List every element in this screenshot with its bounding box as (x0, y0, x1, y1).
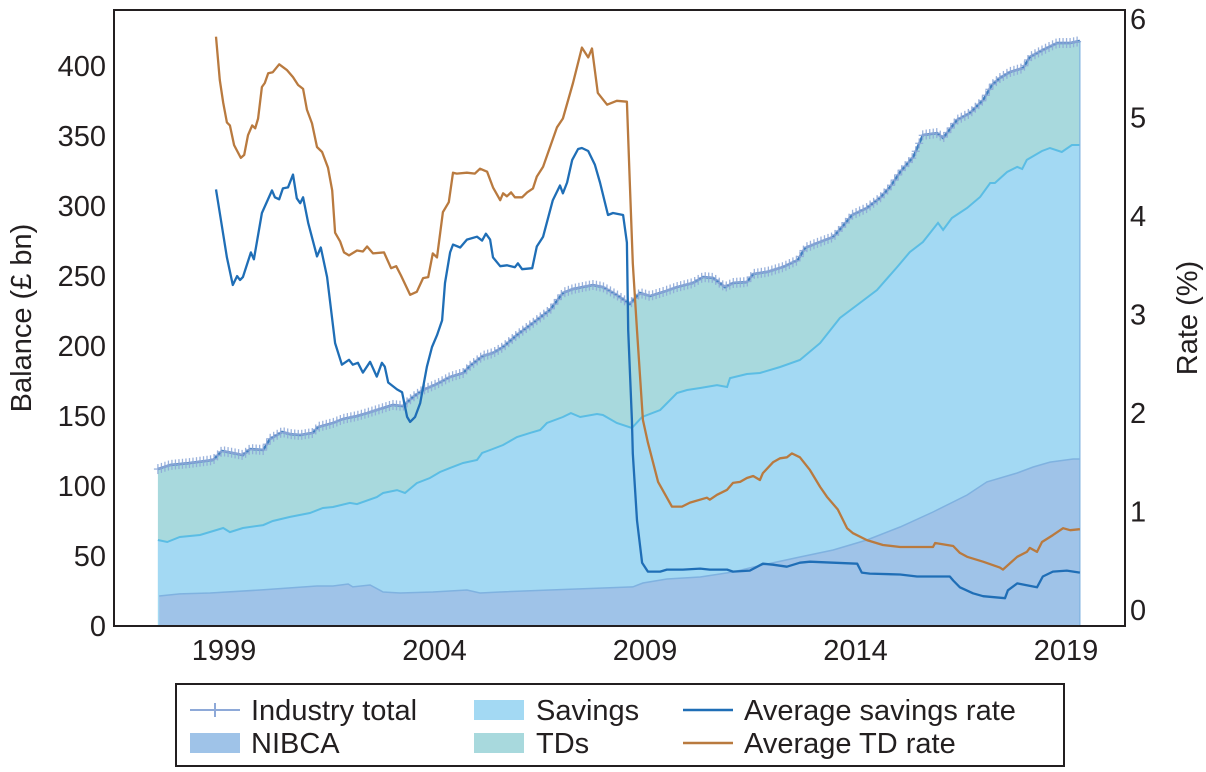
legend-patch-savings (474, 700, 524, 720)
nibca-area (159, 459, 1080, 626)
plot-area (153, 36, 1082, 626)
average-savings-rate-line (214, 146, 1081, 600)
savings-edge-line (157, 144, 1080, 544)
y-tick-label: 100 (58, 471, 106, 503)
legend-label: NIBCA (251, 728, 340, 760)
legend-item-savings: Savings (474, 695, 639, 727)
y2-tick-label: 2 (1130, 398, 1146, 430)
industry-total-markers (153, 36, 1082, 475)
legend-label: TDs (536, 728, 589, 760)
y-tick-label: 150 (58, 401, 106, 433)
x-tick-label: 2019 (1034, 635, 1099, 667)
y-tick-label: 300 (58, 191, 106, 223)
y-tick-label: 200 (58, 331, 106, 363)
y-axis-title: Balance (£ bn) (6, 224, 38, 413)
legend-patch-tds (474, 733, 524, 753)
savings-area (157, 145, 1080, 626)
legend-item-nibca: NIBCA (190, 728, 340, 760)
legend-item-tds: TDs (474, 728, 589, 760)
y2-tick-label: 4 (1130, 201, 1146, 233)
y-tick-label: 0 (90, 611, 106, 643)
legend-patch-nibca (190, 733, 240, 753)
legend-label: Average savings rate (744, 695, 1016, 727)
x-tick-label: 2014 (823, 635, 888, 667)
y-tick-label: 50 (74, 541, 106, 573)
legend: Industry total NIBCA Savings TDs Average… (175, 683, 1065, 767)
y2-tick-label: 0 (1130, 595, 1146, 627)
x-tick-label: 1999 (192, 635, 257, 667)
legend-label: Industry total (251, 695, 417, 727)
legend-label: Average TD rate (744, 728, 956, 760)
plot-frame (113, 9, 1126, 627)
y2-tick-label: 1 (1130, 497, 1146, 529)
y2-tick-label: 5 (1130, 103, 1146, 135)
legend-label: Savings (536, 695, 639, 727)
legend-item-average-td-rate: Average TD rate (683, 728, 956, 760)
x-tick-label: 2004 (402, 635, 467, 667)
legend-item-average-savings-rate: Average savings rate (683, 695, 1016, 727)
nibca-edge-line (159, 458, 1080, 597)
legend-frame (175, 683, 1065, 767)
y-tick-label: 400 (58, 51, 106, 83)
y-tick-label: 350 (58, 121, 106, 153)
y2-tick-label: 3 (1130, 300, 1146, 332)
average-td-rate-line (214, 36, 1081, 571)
legend-item-industry-total: Industry total (190, 695, 417, 727)
y-axis-left: 0 50 100 150 200 250 300 350 400 (58, 51, 106, 643)
x-axis: 1999 2004 2009 2014 2019 (192, 635, 1099, 667)
y-axis-right: 0 1 2 3 4 5 6 (1130, 4, 1146, 627)
y2-axis-title: Rate (%) (1172, 261, 1204, 375)
x-tick-label: 2009 (613, 635, 678, 667)
y-tick-label: 250 (58, 261, 106, 293)
y2-tick-label: 6 (1130, 4, 1146, 36)
